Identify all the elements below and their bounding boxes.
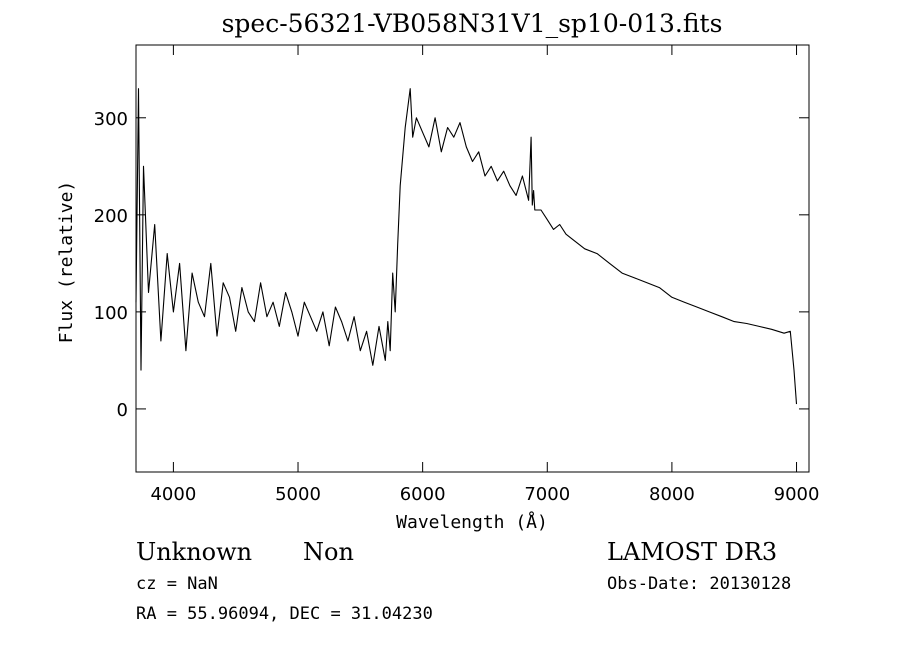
y-axis: 0 100 200 300 [94,109,809,421]
y-tick-label: 200 [94,206,128,227]
y-tick-label: 100 [94,303,128,324]
x-axis-label: Wavelength (Å) [396,511,548,533]
x-tick-label: 8000 [649,484,695,505]
observation-date: Obs-Date: 20130128 [607,574,791,594]
survey-name: LAMOST DR3 [607,538,777,566]
y-axis-label: Flux (relative) [56,181,77,344]
x-tick-label: 4000 [150,484,196,505]
x-tick-label: 9000 [774,484,820,505]
chart-title: spec-56321-VB058N31V1_sp10-013.fits [222,9,723,38]
y-tick-label: 0 [117,400,128,421]
object-class: Unknown [136,538,252,566]
spectrum-line [135,88,798,405]
x-tick-label: 6000 [400,484,446,505]
object-subclass: Non [303,538,354,566]
y-tick-label: 300 [94,109,128,130]
coordinates: RA = 55.96094, DEC = 31.04230 [136,604,433,624]
x-tick-label: 7000 [524,484,570,505]
x-tick-label: 5000 [275,484,321,505]
redshift-label: cz = NaN [136,574,218,594]
plot-frame [135,44,810,473]
x-axis: 4000 5000 6000 7000 8000 9000 [150,45,819,505]
